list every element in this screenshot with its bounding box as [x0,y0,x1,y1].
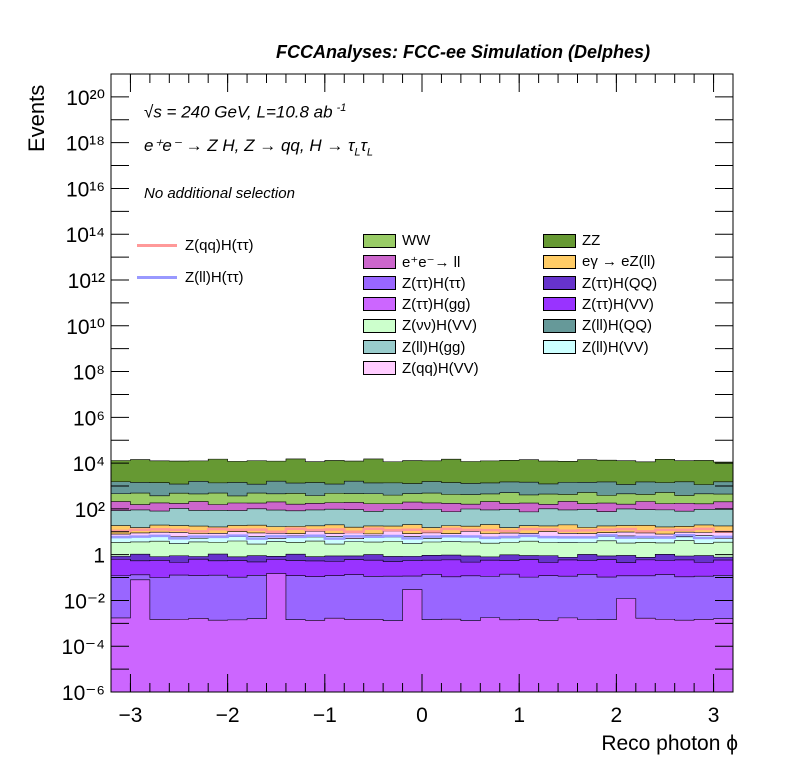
legend-swatch [543,276,576,291]
selection-annotation: No additional selection [144,185,295,202]
stack-z-h-gg- [110,573,734,693]
legend-swatch [363,297,396,312]
legend-entry: ZZ [543,232,600,249]
y-tick-label: 10⁶ [73,407,105,430]
legend-entry: Z(ττ)H(VV) [543,296,654,313]
legend-entry: Z(ll)H(QQ) [543,317,652,334]
legend-label: Z(νν)H(VV) [402,317,477,335]
legend-entry: e⁺e⁻→ ll [363,253,460,271]
legend-swatch [363,340,396,354]
legend-entry: Z(ττ)H(ττ) [363,275,466,292]
y-tick-label: 1 [93,545,105,568]
x-tick-label: 2 [611,704,623,727]
legend-entry: Z(ll)H(gg) [363,339,465,356]
legend-swatch [363,318,396,333]
legend-swatch [363,361,396,376]
legend-swatch [363,276,396,291]
legend-label: Z(ττ)H(gg) [402,295,471,313]
tau-subscript-2: L [366,146,374,159]
y-axis-label: Events [24,84,49,152]
signal-line-0 [111,527,733,534]
legend-entry: Z(qq)H(VV) [363,360,479,377]
signal-line-1 [111,533,733,540]
y-tick-label: 10¹⁸ [66,133,105,156]
legend-label: Z(ll)H(gg) [402,338,466,356]
x-axis-label: Reco photon ϕ [601,732,738,755]
process-annotation: e⁺e⁻ → Z H, Z → qq, H → τLτL [144,136,374,159]
legend-swatch [543,340,576,354]
legend-label: Z(ττ)H(QQ) [582,274,658,292]
y-tick-label: 10⁻² [64,590,105,613]
energy-annotation: √s = 240 GeV, L=10.8 ab -1 [144,102,346,123]
process-text: e⁺e⁻ → Z H, Z → qq, H → τ [144,136,355,155]
legend-swatch [363,255,396,270]
legend-swatch [363,233,396,248]
legend-entry: WW [363,232,430,249]
y-tick-label: 10¹⁰ [66,316,105,339]
legend-line-entry: Z(ll)H(ττ) [137,269,244,286]
legend-label: WW [402,232,431,249]
chart-header-title: FCCAnalyses: FCC-ee Simulation (Delphes) [276,42,651,62]
legend-label: eγ → eZ(ll) [582,253,656,271]
tau-subscript-1: L [354,146,361,159]
x-tick-label: −3 [118,704,142,727]
y-tick-label: 10⁸ [73,362,105,385]
legend-swatch [543,254,576,269]
x-tick-label: 0 [416,704,428,727]
legend-entry: Z(νν)H(VV) [363,317,477,334]
legend-label: e⁺e⁻→ ll [402,254,461,272]
x-tick-label: −2 [216,704,240,727]
legend-label: Z(ττ)H(ττ) [402,274,466,292]
legend-label: Z(ll)H(ττ) [185,269,244,286]
y-tick-label: 10⁻⁴ [62,636,105,659]
energy-text: √s = 240 GeV, L=10.8 ab [144,102,333,122]
legend-label: ZZ [582,232,601,249]
x-tick-label: −1 [313,704,337,727]
legend-entry: eγ → eZ(ll) [543,253,655,270]
legend-swatch [543,297,576,312]
legend-entry: Z(ll)H(VV) [543,339,649,356]
y-tick-label: 10¹² [68,270,105,293]
y-tick-label: 10² [75,499,105,522]
legend-line-swatch [137,244,177,247]
legend-label: Z(ll)H(VV) [582,338,649,356]
legend-label: Z(qq)H(ττ) [185,237,254,254]
legend-entry: Z(ττ)H(QQ) [543,275,657,292]
y-tick-label: 10¹⁴ [66,224,105,247]
legend-line-swatch [137,276,177,279]
y-tick-label: 10⁻⁶ [62,682,105,705]
energy-superscript: -1 [336,102,347,114]
y-tick-label: 10¹⁶ [66,178,105,201]
legend-swatch [543,233,576,248]
legend-swatch [543,318,576,333]
x-tick-label: 3 [708,704,720,727]
legend-label: Z(qq)H(VV) [402,359,479,377]
legend-label: Z(ττ)H(VV) [582,295,654,313]
y-tick-label: 10²⁰ [66,87,105,110]
y-tick-label: 10⁴ [73,453,105,476]
legend-entry: Z(ττ)H(gg) [363,296,471,313]
legend-line-entry: Z(qq)H(ττ) [137,237,254,254]
x-tick-label: 1 [513,704,525,727]
legend-label: Z(ll)H(QQ) [582,317,652,335]
